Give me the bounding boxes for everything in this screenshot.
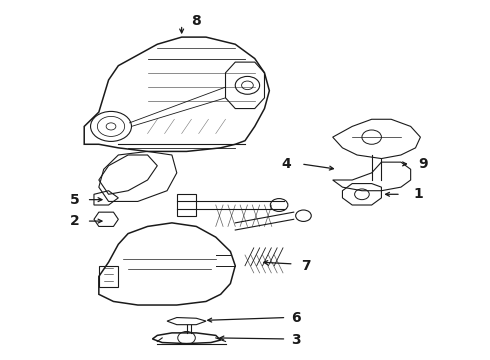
Text: 7: 7	[301, 259, 311, 273]
Text: 9: 9	[418, 157, 428, 171]
Text: 8: 8	[192, 14, 201, 28]
Text: 4: 4	[282, 157, 291, 171]
Text: 3: 3	[291, 333, 301, 347]
Text: 5: 5	[70, 193, 79, 207]
Text: 1: 1	[413, 187, 423, 201]
Text: 6: 6	[291, 311, 301, 324]
Text: 2: 2	[70, 214, 79, 228]
